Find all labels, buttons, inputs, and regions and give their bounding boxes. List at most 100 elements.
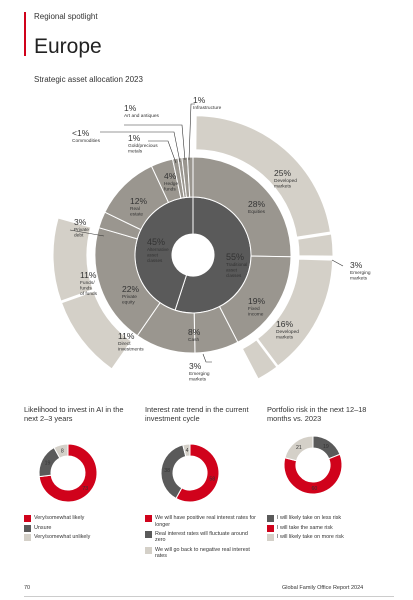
outer-equities-emerging: [297, 233, 334, 257]
legend-item: I will likely take on less risk: [267, 515, 382, 522]
legend-item: Very/somewhat likely: [24, 515, 134, 522]
legend-label: Very/somewhat unlikely: [34, 534, 91, 541]
donut-1-slice: [175, 443, 220, 503]
real-estate-label: estate: [130, 212, 143, 218]
footer-rule: [24, 596, 394, 597]
legend-swatch: [145, 530, 152, 538]
legend-rates: We will have positive real interest rate…: [145, 515, 257, 562]
commodities-value: <1%: [72, 128, 90, 138]
legend-swatch: [24, 534, 31, 542]
donut-0-value: 73: [82, 486, 88, 492]
legend-label: We will have positive real interest rate…: [155, 515, 256, 528]
accent-bar: [24, 12, 26, 56]
private-equity-label: Private: [122, 294, 137, 300]
inner-alt-label: classes: [147, 258, 163, 263]
donut-2-value: 19: [323, 444, 329, 450]
report-name: Global Family Office Report 2024: [282, 585, 364, 591]
outer-fixed-developed: [256, 258, 334, 367]
donut-2-value: 60: [312, 486, 318, 492]
infrastructure-value: 1%: [193, 95, 206, 105]
art-label: Art and antiques: [124, 113, 160, 119]
legend-swatch: [267, 534, 274, 542]
sunburst-segments: [52, 115, 334, 380]
inner-alt-label: asset: [147, 253, 159, 258]
leader-private-debt: [69, 229, 105, 237]
sunburst-center: [173, 235, 213, 275]
hedge-label: Hedge: [164, 181, 178, 187]
legend-item: Unsure: [24, 524, 134, 532]
donut-0-value: 8: [61, 449, 64, 455]
eq-developed-label: markets: [274, 184, 292, 190]
legend-item: I will take the same risk: [267, 524, 382, 532]
cash-label: Cash: [188, 337, 200, 343]
private-equity-label: equity: [122, 300, 135, 306]
donut-2-slice: [284, 435, 314, 462]
legend-label: Very/somewhat likely: [34, 515, 85, 521]
legend-ai: Very/somewhat likely Unsure Very/somewha…: [24, 515, 134, 544]
outer-fixed-emerging: [241, 339, 278, 380]
legend-swatch: [267, 515, 274, 522]
equities-label: Equities: [248, 209, 266, 215]
fi-emerging-label: markets: [189, 377, 207, 383]
legend-item: Very/somewhat unlikely: [24, 534, 134, 542]
private-equity-value: 22%: [122, 284, 139, 294]
small-donuts: 73 19 8 58 38 4 19 60 21: [38, 435, 343, 503]
cash-value: 8%: [188, 327, 201, 337]
donut-title-rates: Interest rate trend in the current inves…: [145, 405, 249, 423]
gold-label: Gold/precious: [128, 143, 158, 149]
hedge-label: funds: [164, 187, 176, 193]
real-estate-value: 12%: [130, 196, 147, 206]
inner-alt-label: Alternative: [147, 247, 169, 252]
donut-1-value: 58: [209, 477, 215, 483]
legend-item: Real interest rates will fluctuate aroun…: [145, 530, 257, 544]
donut-1-value: 4: [186, 448, 189, 454]
fi-emerging-value: 3%: [189, 361, 202, 371]
gold-value: 1%: [128, 133, 141, 143]
funds-value: 11%: [80, 270, 97, 280]
art-value: 1%: [124, 103, 137, 113]
donut-2-slice: [283, 453, 343, 495]
donut-0-slice: [53, 443, 69, 459]
private-debt-label: Private: [74, 227, 89, 233]
funds-label: Funds/: [80, 280, 95, 286]
allocation-title: Strategic asset allocation 2023: [34, 75, 143, 84]
outer-pe-funds: [52, 217, 94, 302]
legend-label: Unsure: [34, 524, 52, 531]
donut-1-slice: [182, 443, 191, 458]
direct-label: Direct: [118, 341, 131, 347]
real-estate-label: Real: [130, 206, 140, 212]
eq-developed-value: 25%: [274, 168, 291, 178]
legend-label: I will likely take on more risk: [277, 534, 344, 541]
legend-item: We will have positive real interest rate…: [145, 515, 257, 528]
page-title: Europe: [34, 35, 102, 58]
fi-developed-label: Developed: [276, 329, 299, 335]
fixed-income-value: 19%: [248, 296, 265, 306]
fixed-income-label: Fixed: [248, 306, 260, 312]
inner-alt-value: 45%: [147, 237, 165, 247]
donut-1-value: 38: [164, 468, 170, 474]
legend-item: I will likely take on more risk: [267, 534, 382, 542]
leader-commodities: [100, 131, 181, 163]
gold-label: metals: [128, 149, 143, 155]
legend-item: We will go back to negative real interes…: [145, 546, 257, 560]
funds-label: funds: [80, 286, 92, 292]
eq-emerging-label: markets: [350, 276, 368, 282]
outer-equities-developed: [195, 115, 331, 238]
legend-label: We will go back to negative real interes…: [155, 546, 250, 560]
fi-developed-label: markets: [276, 335, 294, 341]
fi-emerging-label: Emerging: [189, 371, 210, 377]
legend-swatch: [24, 515, 31, 522]
legend-label: Real interest rates will fluctuate aroun…: [155, 530, 248, 544]
donut-2-value: 21: [296, 445, 302, 451]
inner-trad-label: asset: [226, 268, 238, 273]
legend-swatch: [267, 524, 274, 532]
private-debt-value: 3%: [74, 217, 87, 227]
donut-0-value: 19: [45, 461, 51, 467]
leader-lines: [69, 103, 344, 363]
legend-swatch: [145, 515, 152, 522]
outer-pe-direct: [60, 290, 133, 370]
leader-infrastructure: [188, 103, 195, 161]
eq-emerging-value: 3%: [350, 260, 363, 270]
